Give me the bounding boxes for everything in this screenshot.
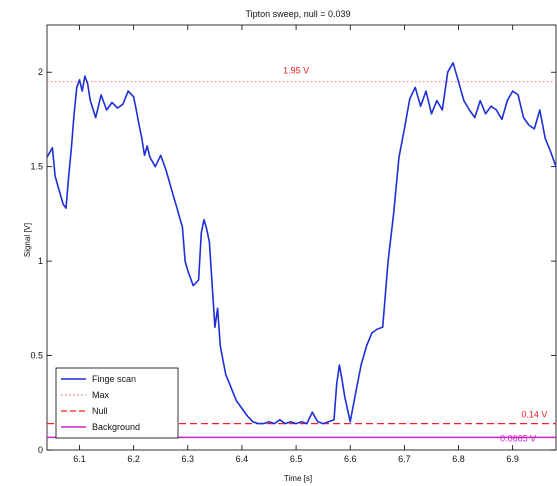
y-tick-label: 1 [38,256,43,266]
x-tick-label: 6.3 [182,454,195,464]
annotation-label: 0.0665 V [500,433,536,443]
y-tick-label: 2 [38,67,43,77]
legend-entry: Finge scan [92,374,136,384]
plot-area: 6.1 6.2 6.3 6.4 6.5 6.6 6.7 6.8 6.9 0 0.5 1 1.5 2 1.95… [30,25,556,464]
chart-title: Tipton sweep, null = 0.039 [246,9,351,19]
x-tick-label: 6.1 [73,454,86,464]
x-tick-label: 6.4 [236,454,249,464]
annotation-label: 0.14 V [521,410,547,420]
y-tick-label: 1.5 [30,162,43,172]
x-tick-label: 6.2 [127,454,140,464]
y-tick-label: 0.5 [30,351,43,361]
x-tick-label: 6.5 [290,454,303,464]
annotation-label: 1.95 V [283,66,309,76]
x-tick-label: 6.7 [398,454,411,464]
x-tick-label: 6.8 [452,454,465,464]
legend-entry: Null [92,406,108,416]
y-axis-label: Signal [V] [23,223,32,257]
x-tick-label: 6.6 [344,454,357,464]
x-tick-label: 6.9 [506,454,519,464]
y-tick-label: 0 [38,445,43,455]
x-axis-label: Time [s] [284,474,312,483]
legend-entry: Background [92,422,140,432]
legend-entry: Max [92,390,110,400]
